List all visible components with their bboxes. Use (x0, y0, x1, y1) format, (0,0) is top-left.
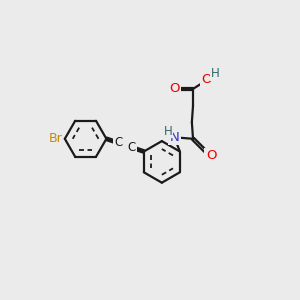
Text: Br: Br (48, 132, 62, 145)
Text: C: C (128, 141, 136, 154)
Text: O: O (169, 82, 179, 95)
Text: C: C (115, 136, 123, 149)
Text: O: O (202, 73, 212, 86)
Text: O: O (206, 149, 216, 162)
Text: H: H (164, 125, 172, 138)
Text: H: H (211, 68, 219, 80)
Text: N: N (170, 131, 179, 144)
